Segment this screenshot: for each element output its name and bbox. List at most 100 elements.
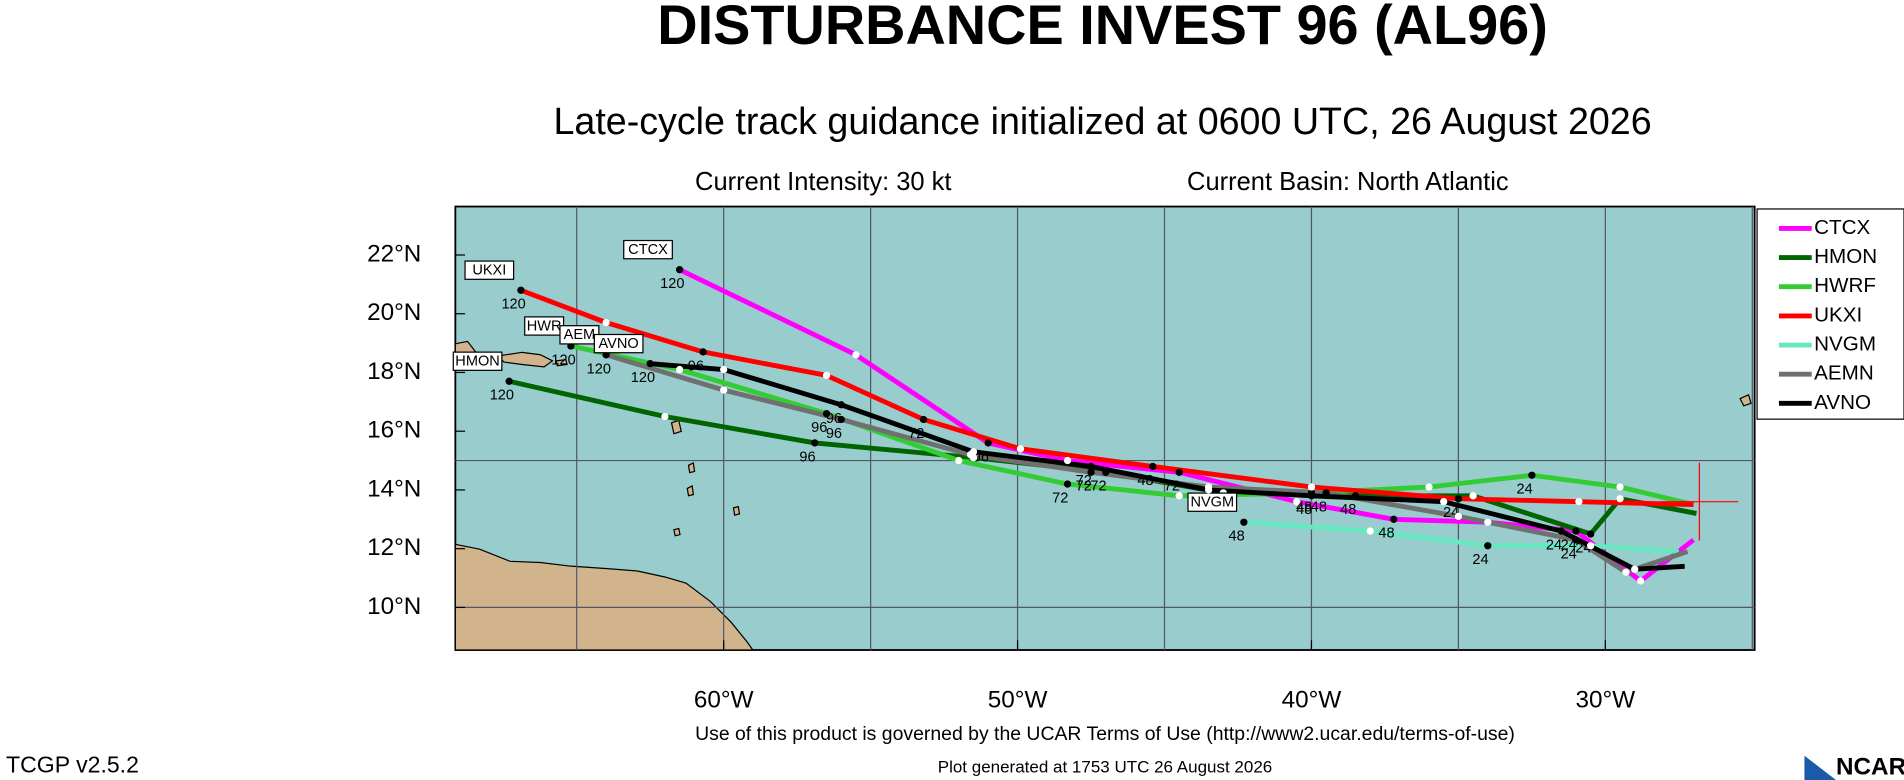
track-point — [1454, 495, 1463, 503]
y-tick-label: 12°N — [367, 534, 421, 561]
land — [454, 340, 1752, 651]
track-point — [1322, 489, 1330, 497]
title: DISTURBANCE INVEST 96 (AL96) — [657, 0, 1548, 56]
subtitle: Late-cycle track guidance initialized at… — [553, 100, 1651, 142]
hour-label: 96 — [826, 426, 842, 442]
track-point — [969, 448, 978, 456]
track-point — [1575, 498, 1583, 506]
x-tick-label: 30°W — [1576, 686, 1636, 713]
track-point — [1390, 515, 1398, 523]
y-tick-label: 20°N — [367, 299, 421, 326]
track-point — [1484, 542, 1492, 550]
x-tick-label: 60°W — [694, 686, 754, 713]
y-tick-label: 16°N — [367, 417, 421, 444]
hour-label: 48 — [1228, 529, 1244, 545]
track-point — [1063, 456, 1072, 465]
track-point — [505, 377, 513, 385]
hour-label: 72 — [1076, 479, 1092, 495]
end-label: CTCX — [628, 242, 668, 258]
hour-label: 72 — [908, 426, 924, 442]
track-point — [1587, 530, 1595, 538]
end-label-box — [593, 333, 644, 354]
track-point — [837, 415, 845, 424]
track-point — [675, 266, 684, 274]
end-label: NVGM — [1190, 495, 1234, 511]
hour-label: 48 — [1378, 526, 1394, 542]
legend-label: HMON — [1814, 245, 1877, 268]
track-point — [1351, 492, 1360, 500]
hour-label: 120 — [587, 361, 611, 377]
track-point — [1469, 492, 1477, 500]
track-point — [919, 415, 928, 424]
x-tick-label: 40°W — [1282, 686, 1342, 713]
logo-mark — [1804, 755, 1836, 780]
hour-label: 48 — [1340, 502, 1356, 518]
terms: Use of this product is governed by the U… — [695, 723, 1515, 745]
hour-label: 24 — [1546, 537, 1562, 553]
track-point — [646, 360, 654, 368]
end-label-box — [1187, 492, 1238, 512]
y-tick-label: 22°N — [367, 240, 421, 267]
hour-label: 96 — [826, 411, 842, 427]
track-point — [1175, 468, 1183, 476]
hour-label: 24 — [1472, 552, 1488, 568]
y-tick-label: 14°N — [367, 475, 421, 502]
legend-label: NVGM — [1814, 332, 1876, 355]
track-point — [822, 409, 831, 418]
track-point — [811, 439, 819, 447]
end-label: UKXI — [472, 263, 506, 279]
track-point — [1175, 492, 1183, 500]
track-point — [1631, 565, 1639, 573]
track-point — [1087, 468, 1095, 476]
track-point — [720, 386, 728, 394]
track-point — [1572, 536, 1580, 544]
track-point — [699, 348, 707, 356]
hour-label: 48 — [1296, 499, 1312, 515]
hour-label: 72 — [1090, 479, 1106, 495]
track-point — [984, 439, 992, 447]
hour-label: 24 — [1516, 482, 1532, 498]
track-point — [955, 456, 963, 465]
basin: Current Basin: North Atlantic — [1187, 168, 1509, 196]
y-tick-label: 18°N — [367, 358, 421, 385]
track-point — [720, 365, 728, 374]
track-point — [1572, 527, 1580, 535]
track-point — [1307, 483, 1316, 491]
end-label-box — [452, 351, 503, 371]
end-label: HMON — [455, 354, 499, 370]
x-tick-label: 50°W — [988, 686, 1048, 713]
hour-label: 120 — [631, 370, 655, 386]
hour-label: 120 — [501, 297, 525, 313]
hour-label: 24 — [1561, 546, 1577, 562]
version: TCGP v2.5.2 — [6, 752, 139, 778]
end-label: HWR — [527, 318, 562, 334]
track-point — [1484, 518, 1492, 526]
legend-label: CTCX — [1814, 216, 1870, 239]
hour-label: 96 — [799, 449, 815, 465]
hour-label: 96 — [688, 358, 704, 374]
generated: Plot generated at 1753 UTC 26 August 202… — [938, 757, 1272, 776]
legend-label: AEMN — [1814, 362, 1874, 385]
track-point — [1204, 486, 1213, 494]
track-point — [1622, 568, 1630, 576]
hour-label: 96 — [973, 449, 989, 465]
track-point — [1240, 518, 1248, 526]
y-tick-label: 10°N — [367, 593, 421, 620]
hour-label: 48 — [1296, 502, 1312, 518]
track-point — [1307, 492, 1316, 500]
hour-label: 120 — [551, 352, 575, 368]
hour-label: 120 — [490, 388, 514, 404]
track-point — [1087, 462, 1095, 471]
track-point — [1636, 577, 1645, 585]
hour-label: 72 — [1164, 479, 1180, 495]
track-point — [822, 371, 831, 380]
intensity: Current Intensity: 30 kt — [695, 168, 951, 196]
legend-label: AVNO — [1814, 391, 1871, 414]
hour-label: 72 — [1052, 490, 1068, 506]
end-label-box — [623, 239, 673, 260]
track-point — [1016, 445, 1025, 453]
track-point — [1587, 542, 1595, 550]
track-point — [602, 318, 610, 327]
track-point — [852, 351, 860, 359]
